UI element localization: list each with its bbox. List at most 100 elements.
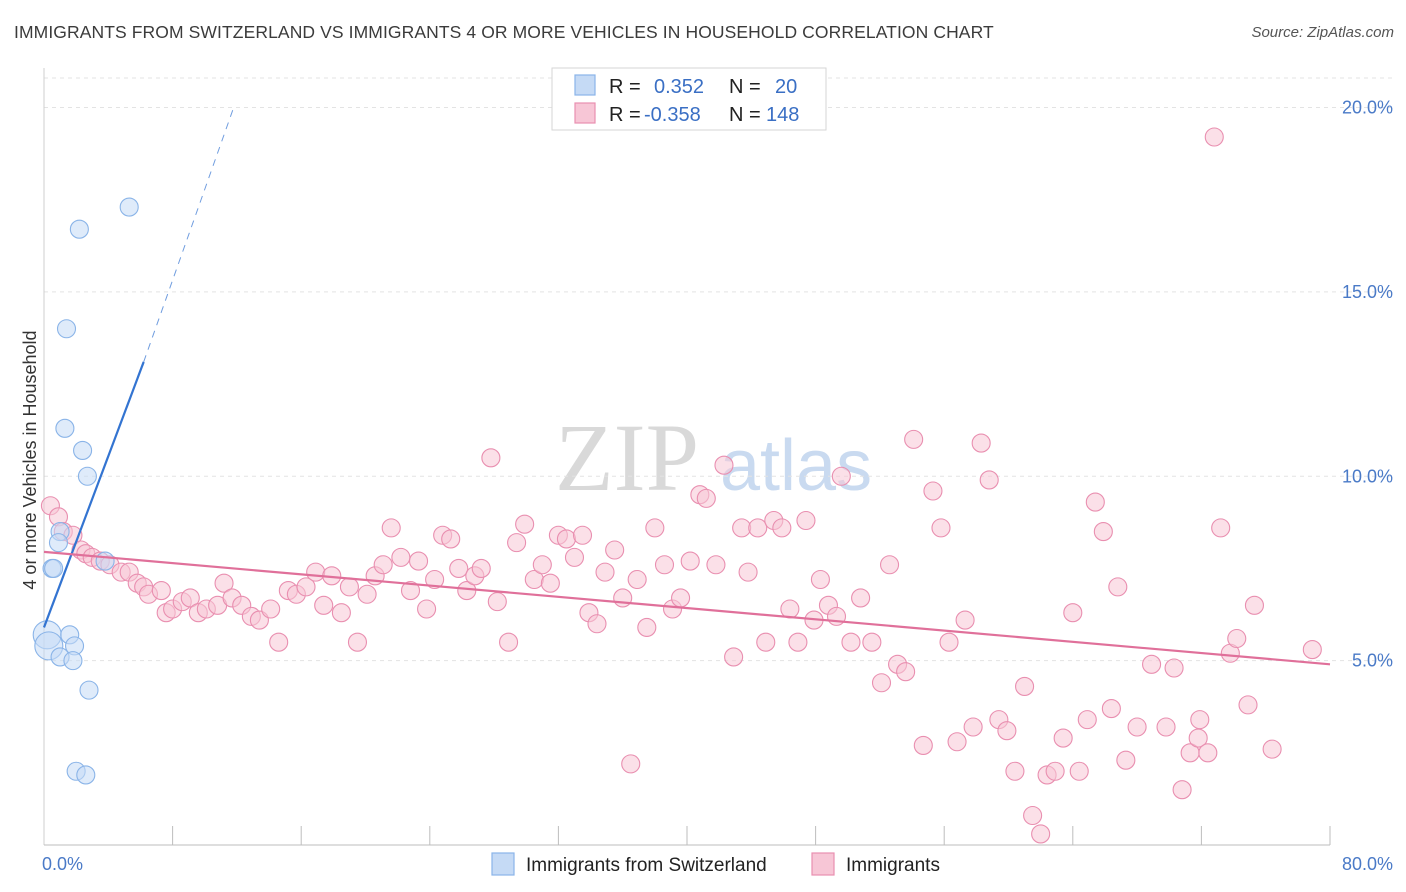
- immigrants-point-86: [756, 632, 776, 652]
- immigrants-point-101: [879, 555, 900, 575]
- immigrants-point-93: [810, 569, 830, 590]
- immigrants-point-69: [613, 588, 633, 608]
- legend-n-label-immigrants: N =: [729, 104, 761, 126]
- trend-lines: [42, 107, 1331, 666]
- immigrants-point-32: [306, 562, 326, 582]
- axes: [43, 68, 1331, 846]
- immigrants-trend-line: [43, 550, 1331, 666]
- immigrants-point-45: [417, 599, 437, 619]
- immigrants-point-146: [1204, 127, 1224, 147]
- immigrants-point-144: [1244, 595, 1264, 615]
- immigrants-point-135: [1172, 780, 1192, 800]
- immigrants-point-66: [587, 614, 607, 634]
- legend-n-value-switzerland: 20: [775, 76, 797, 98]
- bottom-legend-label-immigrants: Immigrants: [846, 855, 940, 876]
- immigrants-point-60: [540, 573, 560, 593]
- immigrants-point-89: [780, 599, 800, 619]
- switzerland-trend-extension: [143, 107, 235, 363]
- immigrants-point-77: [680, 551, 700, 571]
- y-tick-label-1: 10.0%: [1342, 466, 1393, 486]
- switzerland-point-7: [48, 533, 69, 553]
- immigrants-point-68: [605, 540, 625, 560]
- immigrants-point-147: [1302, 640, 1322, 660]
- immigrants-point-55: [499, 632, 519, 652]
- immigrants-point-130: [1116, 750, 1136, 770]
- immigrants-point-119: [1031, 824, 1051, 844]
- bottom-legend-label-switzerland: Immigrants from Switzerland: [526, 855, 767, 876]
- legend-n-label-switzerland: N =: [729, 76, 761, 98]
- immigrants-point-105: [913, 735, 933, 755]
- immigrants-point-70: [621, 754, 641, 774]
- immigrants-point-96: [831, 466, 851, 486]
- immigrants-point-124: [1069, 761, 1089, 781]
- immigrants-point-84: [738, 562, 758, 582]
- immigrants-point-99: [862, 632, 882, 652]
- immigrants-point-127: [1093, 522, 1113, 542]
- immigrants-point-143: [1238, 695, 1258, 715]
- switzerland-point-3: [55, 418, 75, 438]
- immigrants-point-36: [339, 577, 359, 597]
- immigrants-point-142: [1227, 628, 1247, 649]
- immigrants-point-121: [1045, 761, 1065, 781]
- immigrants-point-74: [654, 555, 675, 575]
- legend-box: [551, 67, 827, 131]
- switzerland-point-5: [77, 466, 97, 486]
- source-credit: Source: ZipAtlas.com: [1251, 24, 1394, 41]
- immigrants-point-100: [871, 673, 892, 693]
- bottom-legend-swatch-immigrants: [811, 852, 835, 876]
- immigrants-point-40: [373, 555, 393, 575]
- immigrants-point-63: [564, 547, 585, 567]
- immigrants-point-138: [1188, 728, 1208, 748]
- immigrants-point-56: [507, 533, 527, 553]
- immigrants-point-27: [261, 599, 281, 619]
- switzerland-point-17: [79, 680, 99, 700]
- immigrants-point-137: [1190, 710, 1210, 730]
- immigrants-point-48: [441, 529, 461, 549]
- immigrants-point-132: [1142, 654, 1162, 674]
- legend-r-label-switzerland: R =: [609, 76, 641, 98]
- immigrants-point-41: [381, 518, 401, 538]
- series-legend: Immigrants from Switzerland Immigrants: [491, 852, 940, 876]
- y-tick-labels: 5.0% 10.0% 15.0% 20.0%: [1342, 98, 1393, 671]
- y-tick-label-3: 20.0%: [1342, 98, 1393, 118]
- immigrants-point-131: [1127, 717, 1147, 737]
- watermark: ZIP atlas: [555, 404, 872, 511]
- switzerland-point-19: [76, 765, 96, 785]
- switzerland-point-2: [56, 319, 77, 339]
- immigrants-point-106: [923, 481, 943, 501]
- switzerland-point-8: [95, 551, 115, 571]
- immigrants-point-64: [572, 525, 593, 545]
- immigrants-point-18: [180, 588, 200, 608]
- x-tick-labels: 0.0% 80.0%: [42, 854, 1393, 874]
- immigrants-point-122: [1053, 728, 1073, 748]
- immigrants-point-103: [896, 662, 916, 682]
- immigrants-point-81: [714, 455, 734, 475]
- switzerland-point-10: [44, 558, 64, 578]
- immigrants-point-46: [425, 569, 445, 590]
- immigrants-point-37: [347, 632, 368, 652]
- immigrants-point-110: [955, 610, 975, 630]
- legend-r-value-immigrants: -0.358: [644, 104, 701, 126]
- immigrants-point-73: [645, 518, 665, 538]
- x-tick-label-0: 0.0%: [42, 854, 83, 874]
- immigrants-point-126: [1085, 492, 1105, 512]
- immigrants-point-59: [532, 555, 552, 575]
- immigrants-point-145: [1262, 739, 1282, 759]
- immigrants-point-43: [400, 581, 421, 601]
- immigrants-point-72: [637, 617, 657, 637]
- switzerland-point-16: [63, 651, 83, 671]
- immigrants-point-85: [748, 518, 768, 538]
- watermark-atlas: atlas: [720, 426, 872, 506]
- immigrants-point-118: [1023, 805, 1043, 826]
- immigrants-point-53: [481, 448, 501, 468]
- immigrants-point-57: [515, 514, 535, 534]
- immigrants-point-97: [841, 632, 861, 652]
- immigrants-point-90: [788, 632, 808, 652]
- immigrants-point-28: [269, 632, 289, 652]
- switzerland-point-4: [73, 440, 93, 460]
- switzerland-trend-line: [42, 361, 145, 628]
- legend-n-value-immigrants: 148: [766, 104, 799, 126]
- immigrants-point-62: [556, 529, 576, 549]
- immigrants-point-44: [408, 551, 429, 571]
